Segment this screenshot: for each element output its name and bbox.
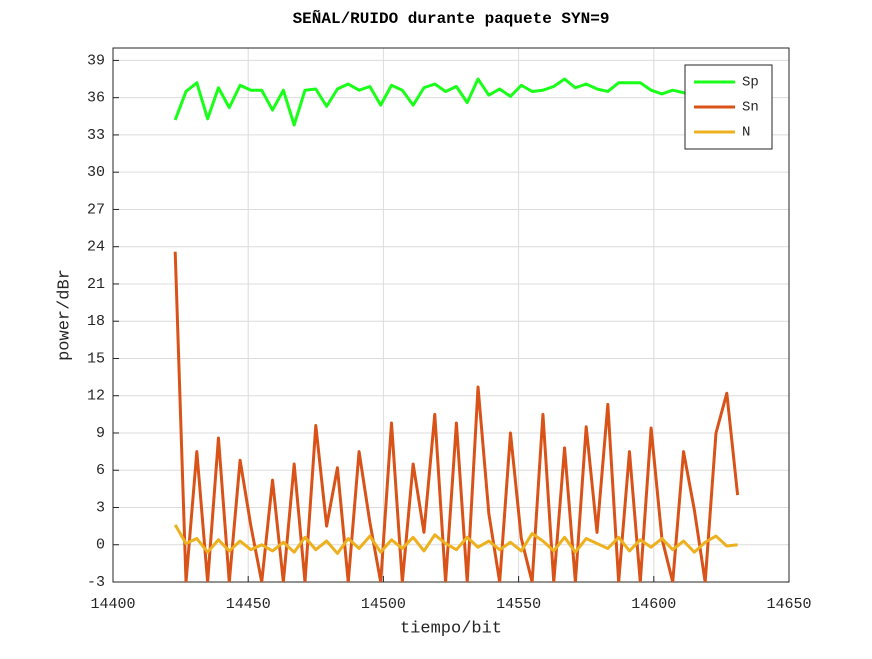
y-tick-label: 12 [87, 388, 105, 405]
y-tick-label: 9 [96, 425, 105, 442]
y-tick-label: 27 [87, 201, 105, 218]
y-tick-label: 0 [96, 537, 105, 554]
y-axis-label: power/dBr [55, 269, 74, 361]
y-tick-label: 24 [87, 239, 105, 256]
y-tick-label: 39 [87, 52, 105, 69]
series-line [173, 251, 740, 582]
y-tick-label: 21 [87, 276, 105, 293]
y-tick-label: 36 [87, 90, 105, 107]
x-tick-label: 14400 [90, 596, 135, 613]
legend-label: N [742, 125, 750, 141]
x-tick-label: 14450 [226, 596, 271, 613]
x-tick-label: 14650 [766, 596, 811, 613]
legend-label: Sp [742, 75, 759, 91]
chart-title: SEÑAL/RUIDO durante paquete SYN=9 [293, 8, 610, 28]
y-tick-label: 30 [87, 164, 105, 181]
y-tick-label: 15 [87, 350, 105, 367]
x-axis-label: tiempo/bit [400, 619, 502, 638]
y-tick-label: -3 [87, 574, 105, 591]
legend-label: Sn [742, 100, 759, 116]
y-tick-label: 18 [87, 313, 105, 330]
x-tick-label: 14600 [631, 596, 676, 613]
y-tick-label: 33 [87, 127, 105, 144]
x-tick-label: 14500 [361, 596, 406, 613]
axes-box [112, 47, 790, 583]
series-line [173, 524, 738, 555]
series-line [173, 77, 739, 127]
x-tick-label: 14550 [496, 596, 541, 613]
y-tick-label: 3 [96, 499, 105, 516]
series-group [173, 77, 740, 582]
y-tick-label: 6 [96, 462, 105, 479]
